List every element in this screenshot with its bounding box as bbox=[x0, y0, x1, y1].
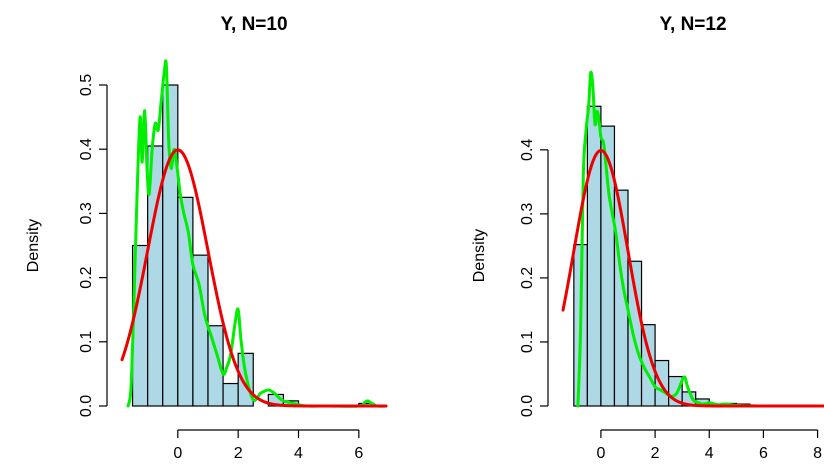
x-tick-label: 0 bbox=[173, 445, 182, 462]
y-tick-label: 0.2 bbox=[78, 266, 95, 288]
y-axis: 0.0 0.1 0.2 0.3 0.4 0.5 bbox=[78, 74, 108, 417]
x-tick-label: 4 bbox=[294, 445, 303, 462]
histogram-bar bbox=[207, 325, 224, 407]
y-tick-label: 0.3 bbox=[519, 203, 536, 225]
y-axis-label: Density bbox=[25, 219, 42, 272]
kde-curve bbox=[126, 59, 388, 408]
y-tick-label: 0.2 bbox=[519, 267, 536, 289]
chart-title: Y, N=12 bbox=[659, 14, 726, 35]
y-tick-label: 0.1 bbox=[519, 331, 536, 353]
x-axis: 0 2 4 6 bbox=[173, 429, 363, 462]
histogram-bar bbox=[162, 84, 179, 407]
y-tick-label: 0.0 bbox=[78, 395, 95, 417]
x-tick-label: 0 bbox=[596, 445, 605, 462]
histogram-bars bbox=[131, 84, 375, 407]
y-axis: 0.0 0.1 0.2 0.3 0.4 bbox=[519, 139, 549, 417]
x-tick-label: 6 bbox=[759, 445, 768, 462]
histogram-bar bbox=[177, 196, 194, 407]
kde-curve bbox=[576, 70, 824, 408]
normal-curve bbox=[561, 149, 824, 408]
y-tick-label: 0.3 bbox=[78, 202, 95, 224]
normal-curve bbox=[120, 148, 388, 408]
histogram-bar bbox=[222, 382, 239, 407]
chart-panel-left: Y, N=10 Density 0 2 4 6 0.0 0.1 0.2 0.3 0.4 0.5 bbox=[25, 14, 388, 462]
chart-panel-right: Y, N=12 Density 0 2 4 6 8 0.0 0.1 0.2 0.3 0.4 bbox=[471, 14, 824, 462]
x-tick-label: 4 bbox=[705, 445, 714, 462]
y-tick-label: 0.5 bbox=[78, 74, 95, 96]
x-tick-label: 8 bbox=[813, 445, 822, 462]
y-tick-label: 0.4 bbox=[78, 138, 95, 160]
y-axis-label: Density bbox=[471, 229, 488, 282]
x-tick-label: 2 bbox=[234, 445, 243, 462]
y-tick-label: 0.4 bbox=[519, 139, 536, 161]
histogram-bar bbox=[192, 254, 209, 407]
chart-title: Y, N=10 bbox=[220, 14, 287, 35]
x-axis: 0 2 4 6 8 bbox=[596, 429, 822, 462]
x-tick-label: 2 bbox=[651, 445, 660, 462]
y-tick-label: 0.1 bbox=[78, 331, 95, 353]
x-tick-label: 6 bbox=[354, 445, 363, 462]
y-tick-label: 0.0 bbox=[519, 395, 536, 417]
